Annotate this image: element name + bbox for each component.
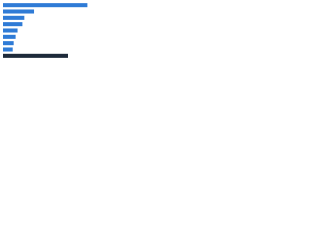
bar: [3, 34, 16, 39]
bar: [3, 41, 14, 46]
bar: [3, 53, 68, 58]
page: (() => { const data = JSON.parse(documen…: [0, 0, 320, 71]
bar: [3, 28, 18, 33]
bar: [3, 22, 23, 27]
chart: [0, 0, 100, 71]
bar: [3, 47, 13, 52]
bar: [3, 9, 35, 14]
bar: [3, 3, 88, 8]
bar: [3, 15, 25, 20]
